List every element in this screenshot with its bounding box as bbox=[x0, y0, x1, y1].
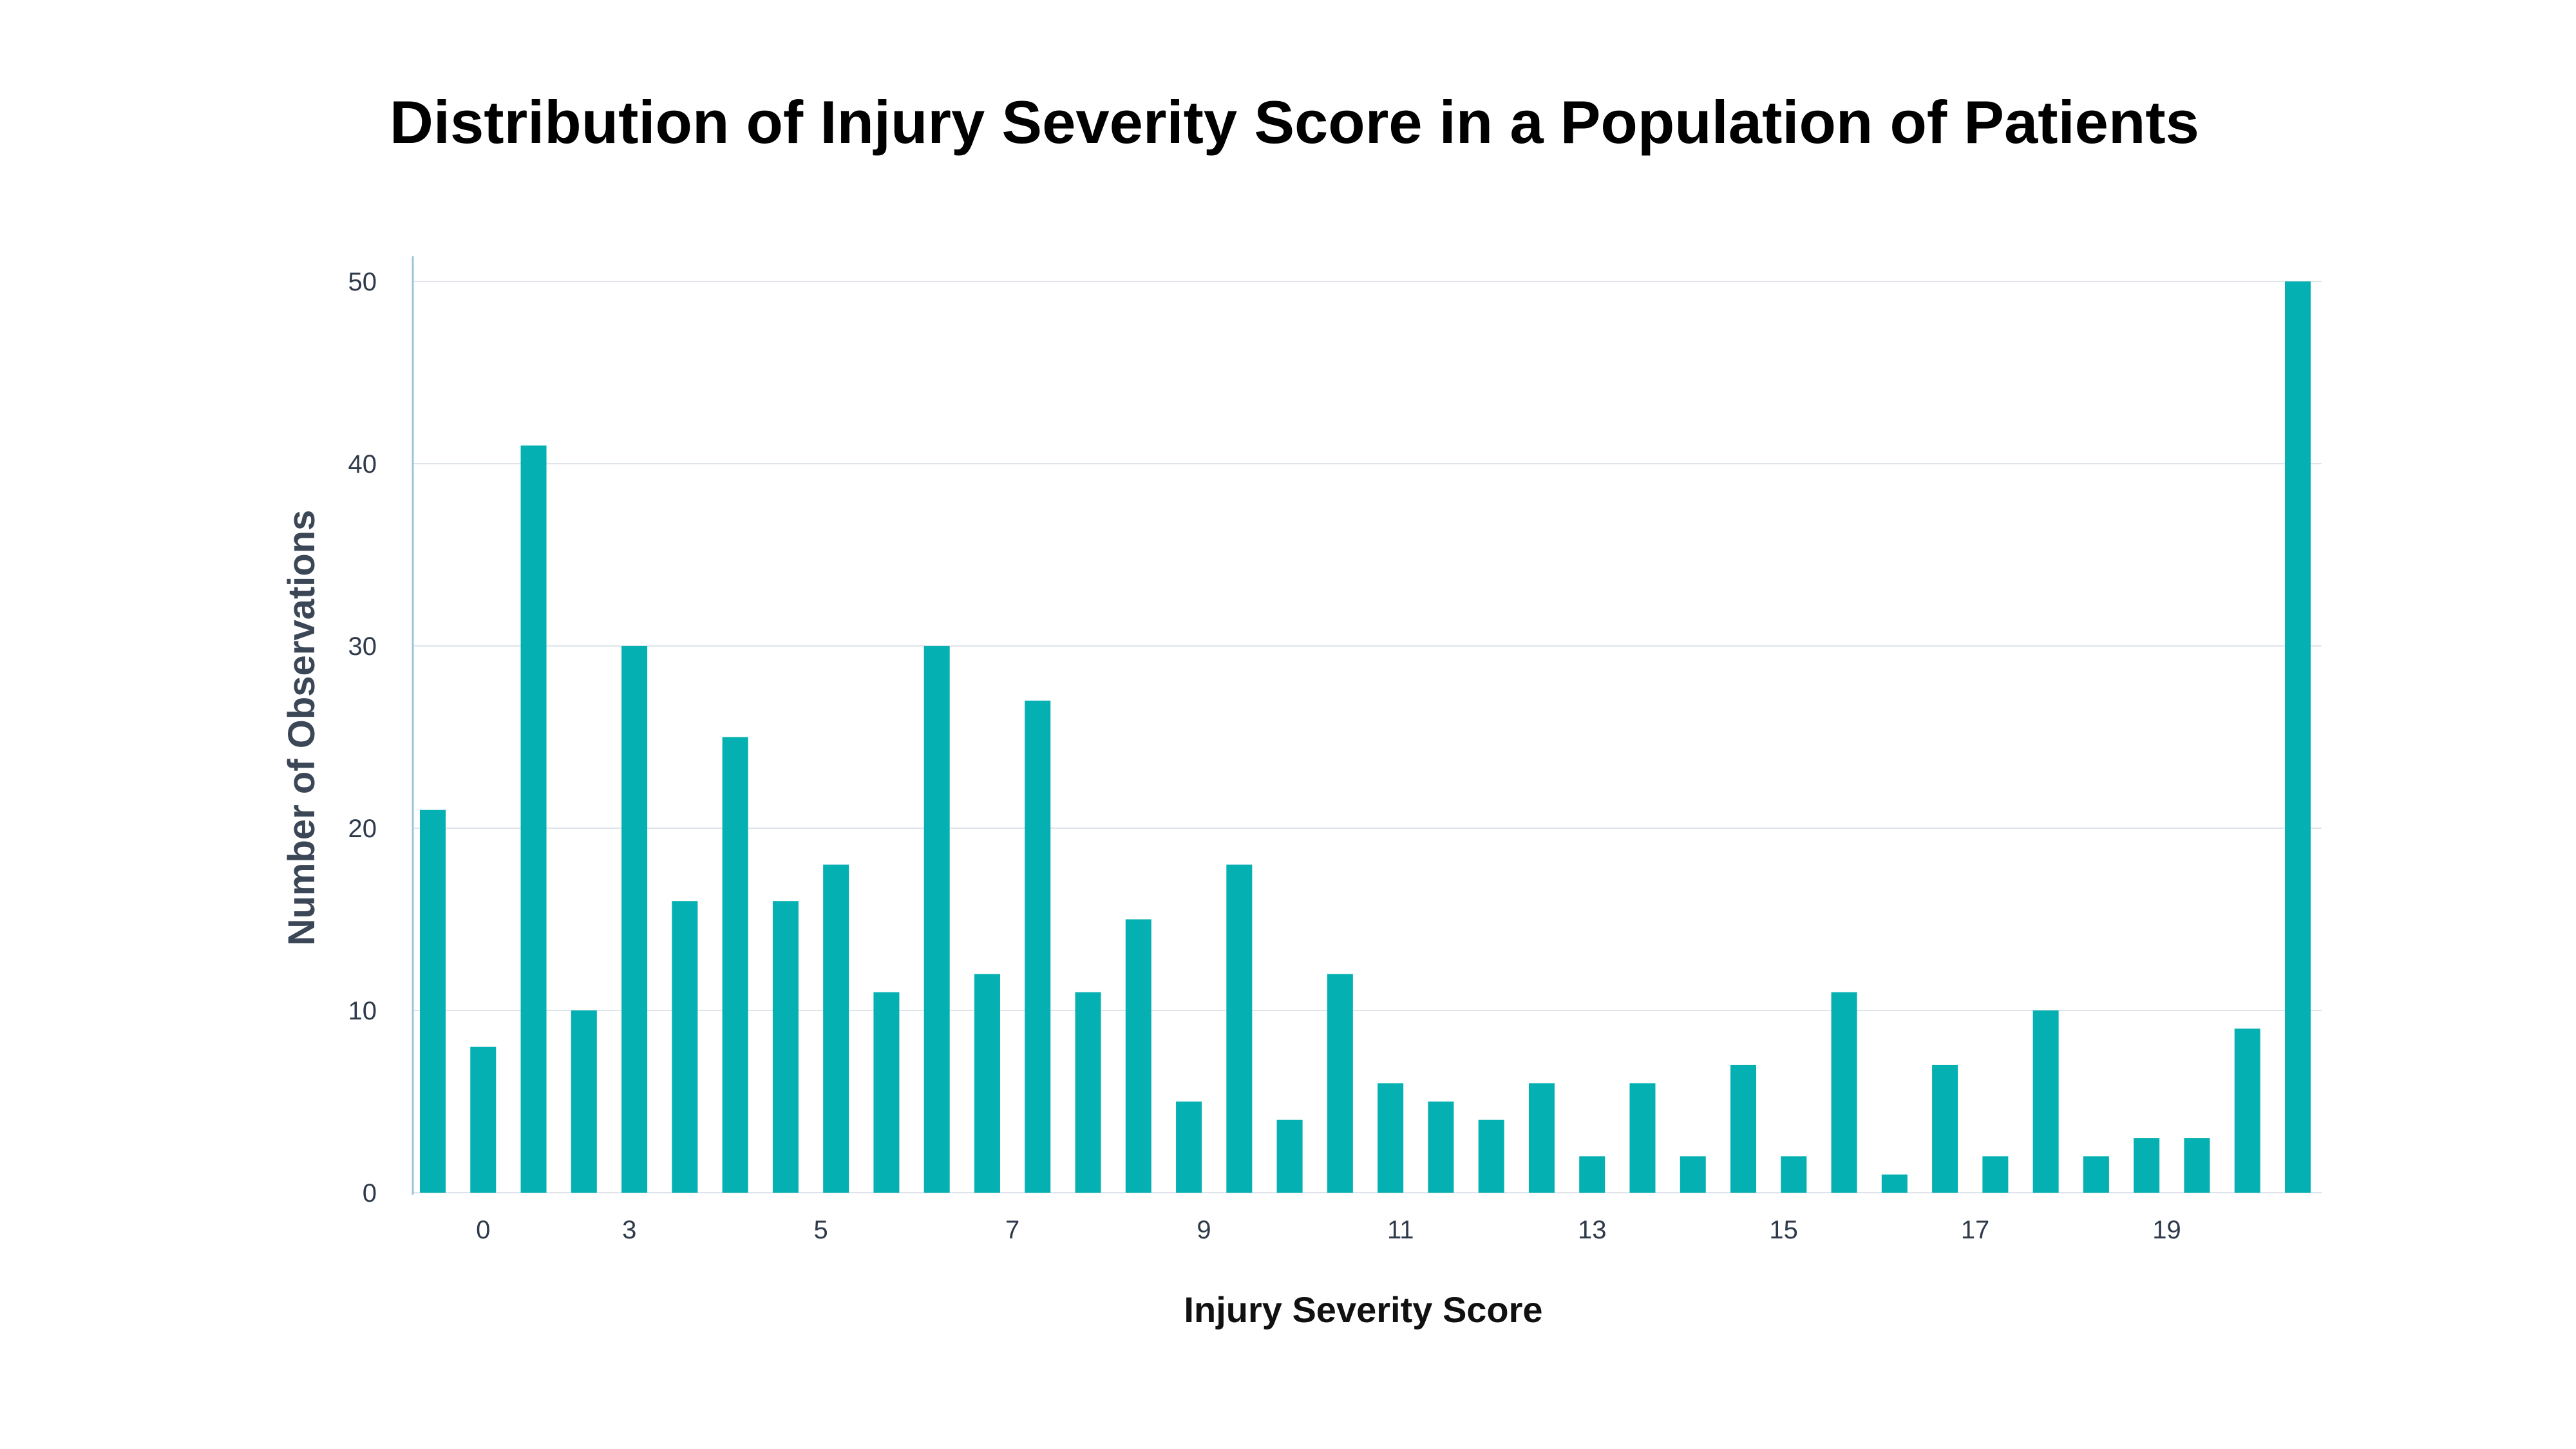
bar bbox=[470, 1046, 497, 1193]
y-axis-ticks: 0 10 20 30 40 50 bbox=[348, 268, 377, 1208]
bar bbox=[974, 974, 1000, 1193]
x-tick-label: 3 bbox=[622, 1216, 636, 1244]
x-axis-label: Injury Severity Score bbox=[1184, 1289, 1542, 1330]
bar bbox=[923, 646, 950, 1193]
bar bbox=[1781, 1156, 1807, 1193]
bar bbox=[1378, 1083, 1404, 1193]
y-tick-label: 30 bbox=[348, 632, 377, 661]
bar bbox=[1276, 1119, 1303, 1193]
y-tick-label: 40 bbox=[348, 450, 377, 478]
bar bbox=[1730, 1065, 1757, 1193]
bar bbox=[1226, 864, 1253, 1193]
bar bbox=[2032, 1010, 2059, 1193]
bar bbox=[1025, 700, 1051, 1193]
bar bbox=[672, 901, 698, 1193]
bar bbox=[1125, 919, 1151, 1193]
chart-title: Distribution of Injury Severity Score in… bbox=[390, 88, 2199, 156]
x-tick-label: 0 bbox=[476, 1216, 490, 1244]
bar bbox=[873, 992, 900, 1193]
bar bbox=[420, 810, 446, 1193]
x-tick-label: 13 bbox=[1578, 1216, 1607, 1244]
bar bbox=[1528, 1083, 1555, 1193]
bar bbox=[823, 864, 849, 1193]
x-tick-label: 9 bbox=[1197, 1216, 1211, 1244]
y-tick-label: 10 bbox=[348, 997, 377, 1025]
bar bbox=[772, 901, 799, 1193]
bar bbox=[722, 737, 748, 1193]
x-tick-label: 19 bbox=[2152, 1216, 2181, 1244]
bar bbox=[2083, 1156, 2109, 1193]
bar bbox=[1629, 1083, 1656, 1193]
bar bbox=[2234, 1028, 2260, 1193]
bar bbox=[1881, 1174, 1908, 1193]
x-tick-label: 17 bbox=[1961, 1216, 1990, 1244]
bar bbox=[1428, 1101, 1454, 1193]
x-tick-label: 11 bbox=[1387, 1216, 1414, 1244]
y-tick-label: 0 bbox=[363, 1179, 377, 1208]
y-axis-label: Number of Observations bbox=[281, 510, 323, 946]
bar bbox=[1176, 1101, 1202, 1193]
x-tick-label: 7 bbox=[1005, 1216, 1019, 1244]
bar bbox=[1478, 1119, 1504, 1193]
bar bbox=[1075, 992, 1101, 1193]
bars bbox=[420, 281, 2311, 1193]
bar bbox=[1327, 974, 1353, 1193]
x-axis-ticks: 0 3 5 7 9 11 13 15 17 19 bbox=[476, 1216, 2181, 1244]
bar bbox=[2184, 1138, 2210, 1193]
x-tick-label: 15 bbox=[1769, 1216, 1798, 1244]
bar bbox=[520, 445, 547, 1193]
bar bbox=[1579, 1156, 1605, 1193]
y-tick-label: 20 bbox=[348, 815, 377, 843]
bar bbox=[1680, 1156, 1706, 1193]
bar bbox=[1831, 992, 1857, 1193]
bar bbox=[621, 646, 648, 1193]
bar bbox=[1932, 1065, 1958, 1193]
bar bbox=[2134, 1138, 2160, 1193]
bar bbox=[571, 1010, 597, 1193]
x-tick-label: 5 bbox=[814, 1216, 828, 1244]
bar bbox=[2285, 281, 2311, 1193]
y-tick-label: 50 bbox=[348, 268, 377, 296]
bar bbox=[1982, 1156, 2009, 1193]
